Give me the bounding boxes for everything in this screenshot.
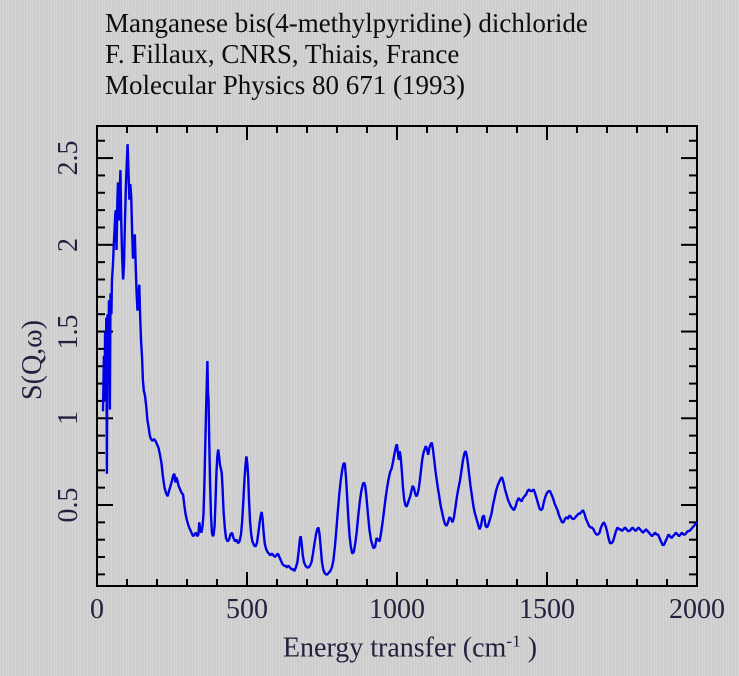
x-tick-label: 1500	[519, 594, 575, 625]
x-tick-label: 0	[90, 594, 104, 625]
y-tick-label: 2	[53, 237, 84, 252]
x-axis-title-text: Energy transfer (cm	[282, 632, 507, 664]
title-line-author: F. Fillaux, CNRS, Thiais, France	[105, 39, 460, 69]
x-tick-label: 500	[226, 594, 268, 625]
spectrum-line	[101, 144, 698, 576]
x-axis-title-superscript: -1	[506, 631, 521, 651]
y-tick-label: 1.5	[53, 314, 84, 350]
y-tick-label: 2.5	[53, 140, 84, 176]
title-block: Manganese bis(4-methylpyridine) dichlori…	[105, 8, 588, 101]
title-line-compound: Manganese bis(4-methylpyridine) dichlori…	[105, 8, 588, 38]
title-line-reference: Molecular Physics 80 671 (1993)	[105, 70, 465, 100]
x-axis-title: Energy transfer (cm-1 )	[283, 631, 537, 664]
y-axis-title: S(Q,ω)	[17, 320, 48, 400]
x-tick-label: 2000	[669, 594, 725, 625]
x-axis-title-suffix: )	[520, 632, 538, 664]
y-tick-label: 1	[53, 411, 84, 426]
y-tick-label: 0.5	[53, 487, 84, 523]
x-tick-label: 1000	[369, 594, 425, 625]
